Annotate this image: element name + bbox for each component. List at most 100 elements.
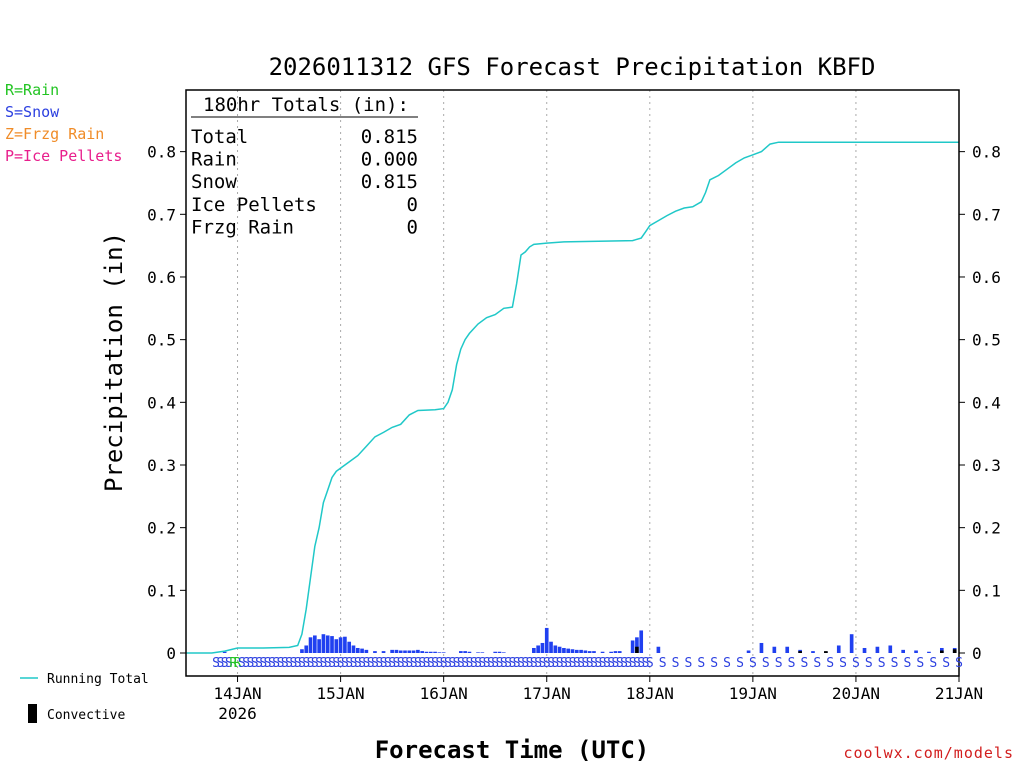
ptype-snow-letter: S [431,656,439,671]
ptype-snow-letter: S [594,656,602,671]
ptype-snow-letter: S [264,656,272,671]
ptype-snow-letter: S [629,656,637,671]
ptype-rain-letter: R [234,656,242,671]
ptype-snow-letter: S [311,656,319,671]
ptype-snow-letter: S [487,656,495,671]
y-tick-label-right: 0.7 [972,205,1001,224]
ptype-snow-letter: S [564,656,572,671]
precip-bar [497,651,502,653]
ptype-snow-letter: S [642,656,650,671]
precip-bar [888,645,893,653]
ptype-strip: SSSSRRSSSSSSSSSSSSSSSSSSSSSSSSSSSSSSSSSS… [212,656,963,671]
ptype-snow-letter: S [358,656,366,671]
precip-bar [540,642,545,653]
ptype-snow-letter: S [800,656,808,671]
ptype-snow-letter: S [697,656,705,671]
ptype-snow-letter: S [839,656,847,671]
ptype-snow-letter: S [904,656,912,671]
ptype-snow-letter: S [577,656,585,671]
ptype-snow-letter: S [762,656,770,671]
convective-bar [635,646,639,653]
precip-bar [785,646,790,653]
ptype-snow-letter: S [603,656,611,671]
ptype-snow-letter: S [500,656,508,671]
ptype-snow-letter: S [616,656,624,671]
ptype-snow-letter: S [367,656,375,671]
totals-row-value: 0.815 [361,171,418,193]
ptype-snow-letter: S [444,656,452,671]
precip-bar [901,649,905,653]
precip-bar [308,637,313,653]
precip-bar [939,647,944,653]
ptype-snow-letter: S [350,656,358,671]
precip-bar [381,651,386,653]
ptype-snow-letter: S [259,656,267,671]
totals-row-label: Ice Pellets [191,194,317,216]
y-tick-label-right: 0.8 [972,143,1001,162]
credit-link[interactable]: coolwx.com/models [843,744,1014,762]
precip-bar [343,636,347,653]
ptype-snow-letter: S [457,656,465,671]
y-tick-label-left: 0.3 [147,456,176,475]
precip-bar [398,650,403,653]
y-tick-label-right: 0.3 [972,456,1001,475]
ptype-snow-letter: S [521,656,529,671]
ptype-snow-letter: S [478,656,486,671]
precip-bar [424,651,429,653]
x-tick-label: 18JAN [626,684,674,703]
precip-bar [862,647,867,653]
precip-bar [416,649,420,653]
ptype-snow-letter: S [212,656,220,671]
ptype-snow-letter: S [320,656,328,671]
ptype-snow-letter: S [328,656,336,671]
ptype-snow-letter: S [551,656,559,671]
ptype-snow-letter: S [277,656,285,671]
x-tick-label: 15JAN [317,684,365,703]
y-tick-label-left: 0.2 [147,519,176,538]
x-tick-label: 17JAN [523,684,571,703]
ptype-snow-letter: S [427,656,435,671]
ptype-snow-letter: S [238,656,246,671]
ptype-snow-letter: S [878,656,886,671]
precip-bar [927,651,931,653]
precip-bar [772,646,777,653]
ptype-snow-letter: S [581,656,589,671]
precip-bar [334,639,339,653]
ptype-snow-letter: S [736,656,744,671]
precip-bar [433,651,437,653]
ptype-snow-letter: S [272,656,280,671]
precip-bar [836,645,841,653]
precip-bar [420,651,425,653]
ptype-snow-letter: S [526,656,534,671]
precip-bar [313,635,317,653]
precip-bar [746,650,751,653]
precip-bar [222,651,227,653]
y-tick-label-left: 0.5 [147,331,176,350]
precip-bar [536,645,540,653]
ptype-snow-letter: S [775,656,783,671]
ptype-snow-letter: S [826,656,834,671]
chart-title: 2026011312 GFS Forecast Precipitation KB… [269,53,876,81]
ptype-snow-letter: S [852,656,860,671]
ptype-snow-letter: S [530,656,538,671]
ptype-snow-letter: S [539,656,547,671]
y-tick-label-left: 0 [166,644,176,663]
ptype-snow-letter: S [337,656,345,671]
precip-bar [394,649,399,653]
x-tick-label: 16JAN [420,684,468,703]
totals-row-value: 0 [407,216,418,238]
precip-bar [304,645,309,653]
precip-bar [609,651,613,653]
ptype-snow-letter: S [547,656,555,671]
x-tick-label: 14JAN [213,684,261,703]
ptype-snow-letter: S [624,656,632,671]
ptype-snow-letter: S [813,656,821,671]
precip-bar [639,630,644,653]
precip-bar [476,652,480,653]
y-tick-label-right: 0.1 [972,581,1001,600]
precip-bar [463,651,467,653]
ptype-snow-letter: S [929,656,937,671]
ptype-snow-letter: S [483,656,491,671]
